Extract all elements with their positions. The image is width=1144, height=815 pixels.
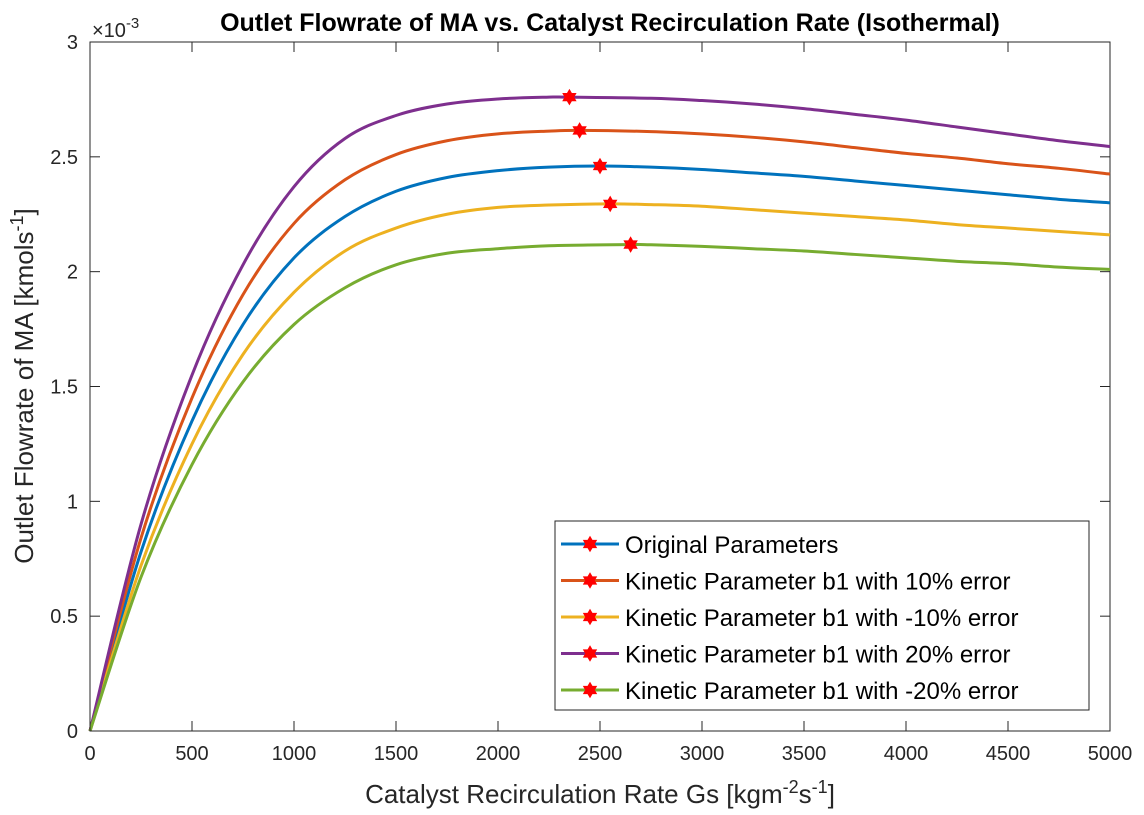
y-exponent-prefix: ×10: [92, 20, 126, 42]
x-tick-label: 3000: [680, 743, 725, 765]
chart-title: Outlet Flowrate of MA vs. Catalyst Recir…: [220, 9, 1000, 37]
legend-marker-3: [582, 608, 598, 626]
series-max-marker-3: [603, 195, 618, 213]
legend-marker-4: [582, 645, 598, 662]
series-line-3: [88, 202, 1111, 732]
legend-marker-1: [582, 535, 598, 553]
x-tick-label: 2000: [476, 743, 521, 765]
x-axis-label-mid: s: [799, 779, 812, 809]
y-axis-label-sup: -1: [7, 215, 27, 231]
x-axis-label-sup2: -1: [812, 777, 828, 797]
x-tick-label: 3500: [782, 743, 827, 765]
x-tick-label: 0: [84, 743, 95, 765]
y-tick-label: 1: [67, 491, 78, 513]
x-tick-label: 4500: [986, 743, 1031, 765]
series-max-marker-2: [572, 122, 587, 139]
x-tick-label: 1000: [272, 743, 317, 765]
x-tick-label: 1500: [374, 743, 419, 765]
series-max-marker-5: [623, 236, 638, 253]
y-tick-label: 3: [67, 32, 78, 54]
legend-label-2: Kinetic Parameter b1 with 10% error: [625, 569, 1011, 596]
x-axis-label: Catalyst Recirculation Rate Gs [kgm-2s-1…: [365, 777, 835, 809]
x-axis-label-sup1: -2: [783, 777, 799, 797]
y-tick-label: 0: [67, 721, 78, 743]
legend-label-1: Original Parameters: [625, 532, 838, 559]
legend-box: [554, 520, 1090, 711]
x-tick-label: 5000: [1088, 743, 1133, 765]
y-axis-label: Outlet Flowrate of MA [kmols-1]: [7, 208, 39, 564]
y-axis-label-main: Outlet Flowrate of MA [kmols: [9, 231, 39, 563]
y-exponent-power: -3: [126, 15, 139, 32]
series-max-marker-4: [562, 88, 577, 106]
axes-layer: 0 500 1000 1500 2000 2500 3000 3500 4000 4500 5000…: [50, 32, 1132, 765]
legend-label-5: Kinetic Parameter b1 with -20% error: [625, 678, 1019, 705]
series-line-1: [88, 164, 1111, 732]
series-line-4: [88, 95, 1111, 732]
legend-label-4: Kinetic Parameter b1 with 20% error: [625, 642, 1011, 669]
x-axis-label-end: ]: [828, 779, 835, 809]
y-tick-label: 2: [67, 262, 78, 284]
x-tick-label: 4000: [884, 743, 929, 765]
legend-marker-5: [582, 681, 598, 699]
y-tick-label: 0.5: [50, 606, 78, 628]
legend-marker-2: [582, 572, 598, 589]
legend-label-3: Kinetic Parameter b1 with -10% error: [625, 605, 1019, 632]
series-max-marker-1: [592, 157, 608, 175]
y-axis-label-end: ]: [9, 208, 39, 215]
series-line-2: [88, 128, 1111, 732]
legend: Original Parameters Kinetic Parameter b1 …: [554, 520, 1090, 711]
series-line-5: [88, 242, 1111, 732]
series-layer: [88, 88, 1111, 732]
y-exponent-label: ×10-3: [92, 15, 139, 42]
x-tick-label: 2500: [578, 743, 623, 765]
x-tick-label: 500: [175, 743, 208, 765]
x-axis-label-main: Catalyst Recirculation Rate Gs [kgm: [365, 779, 783, 809]
y-tick-label: 2.5: [50, 147, 78, 169]
y-tick-label: 1.5: [50, 377, 78, 399]
